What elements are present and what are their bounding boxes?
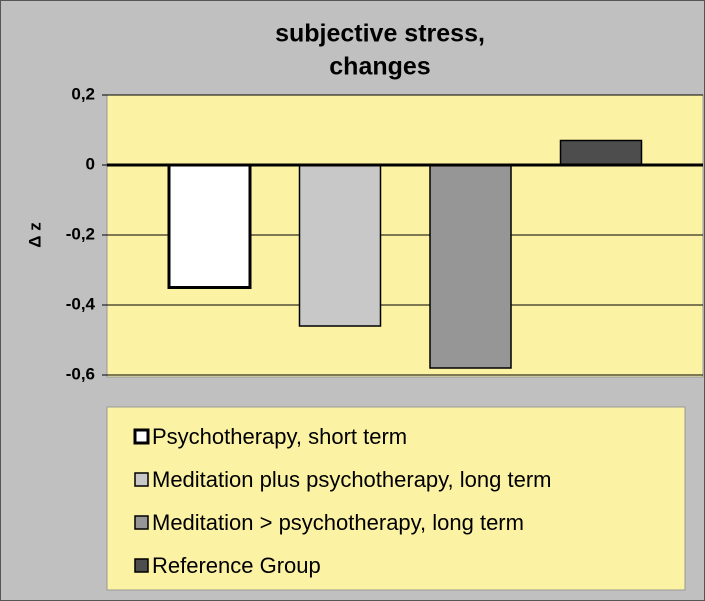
bar [559, 139, 643, 166]
y-tick-label: -0,4 [66, 294, 96, 313]
legend-label: Psychotherapy, short term [152, 424, 407, 449]
bar [298, 164, 382, 327]
y-axis-label: Δ z [25, 222, 44, 247]
chart-title: subjective stress, [275, 20, 485, 48]
y-tick-label: 0,2 [71, 84, 95, 103]
legend-swatch [133, 428, 150, 445]
legend-swatch [134, 472, 149, 487]
legend-label: Meditation plus psychotherapy, long term [152, 467, 551, 492]
legend-swatch [134, 515, 149, 530]
y-tick-label: 0 [86, 154, 95, 173]
bar [167, 163, 252, 289]
bar [429, 164, 512, 369]
y-tick-label: -0,2 [66, 224, 95, 243]
legend-label: Meditation > psychotherapy, long term [152, 510, 524, 535]
legend-label: Reference Group [152, 553, 321, 578]
chart-subtitle: changes [329, 53, 430, 81]
legend [106, 406, 686, 591]
y-tick-label: -0,6 [66, 364, 95, 383]
legend-swatch [134, 558, 149, 573]
